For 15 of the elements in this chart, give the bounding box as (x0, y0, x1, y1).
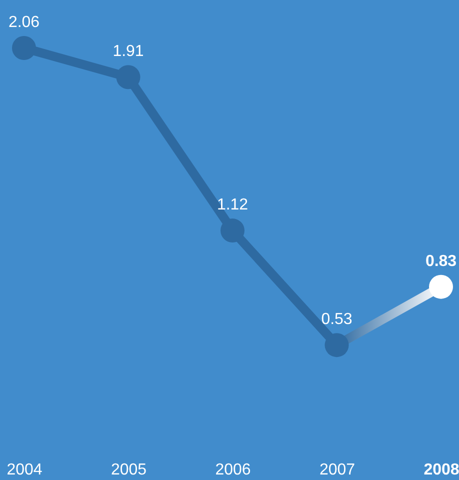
data-label: 1.12 (216, 196, 248, 214)
data-label: 0.53 (321, 311, 352, 328)
x-tick-label: 2007 (319, 462, 356, 478)
point (429, 274, 453, 299)
x-tick-label: 2005 (110, 462, 147, 478)
point (220, 218, 244, 242)
x-tick-label: 2004 (6, 462, 42, 478)
point (116, 65, 140, 90)
data-label: 2.06 (8, 14, 40, 31)
x-tick-label: 2006 (215, 462, 251, 478)
data-label: 0.83 (425, 252, 457, 270)
data-label: 1.91 (112, 43, 144, 60)
point (324, 333, 349, 358)
point (12, 36, 36, 60)
x-tick-label: 2008 (424, 462, 459, 478)
